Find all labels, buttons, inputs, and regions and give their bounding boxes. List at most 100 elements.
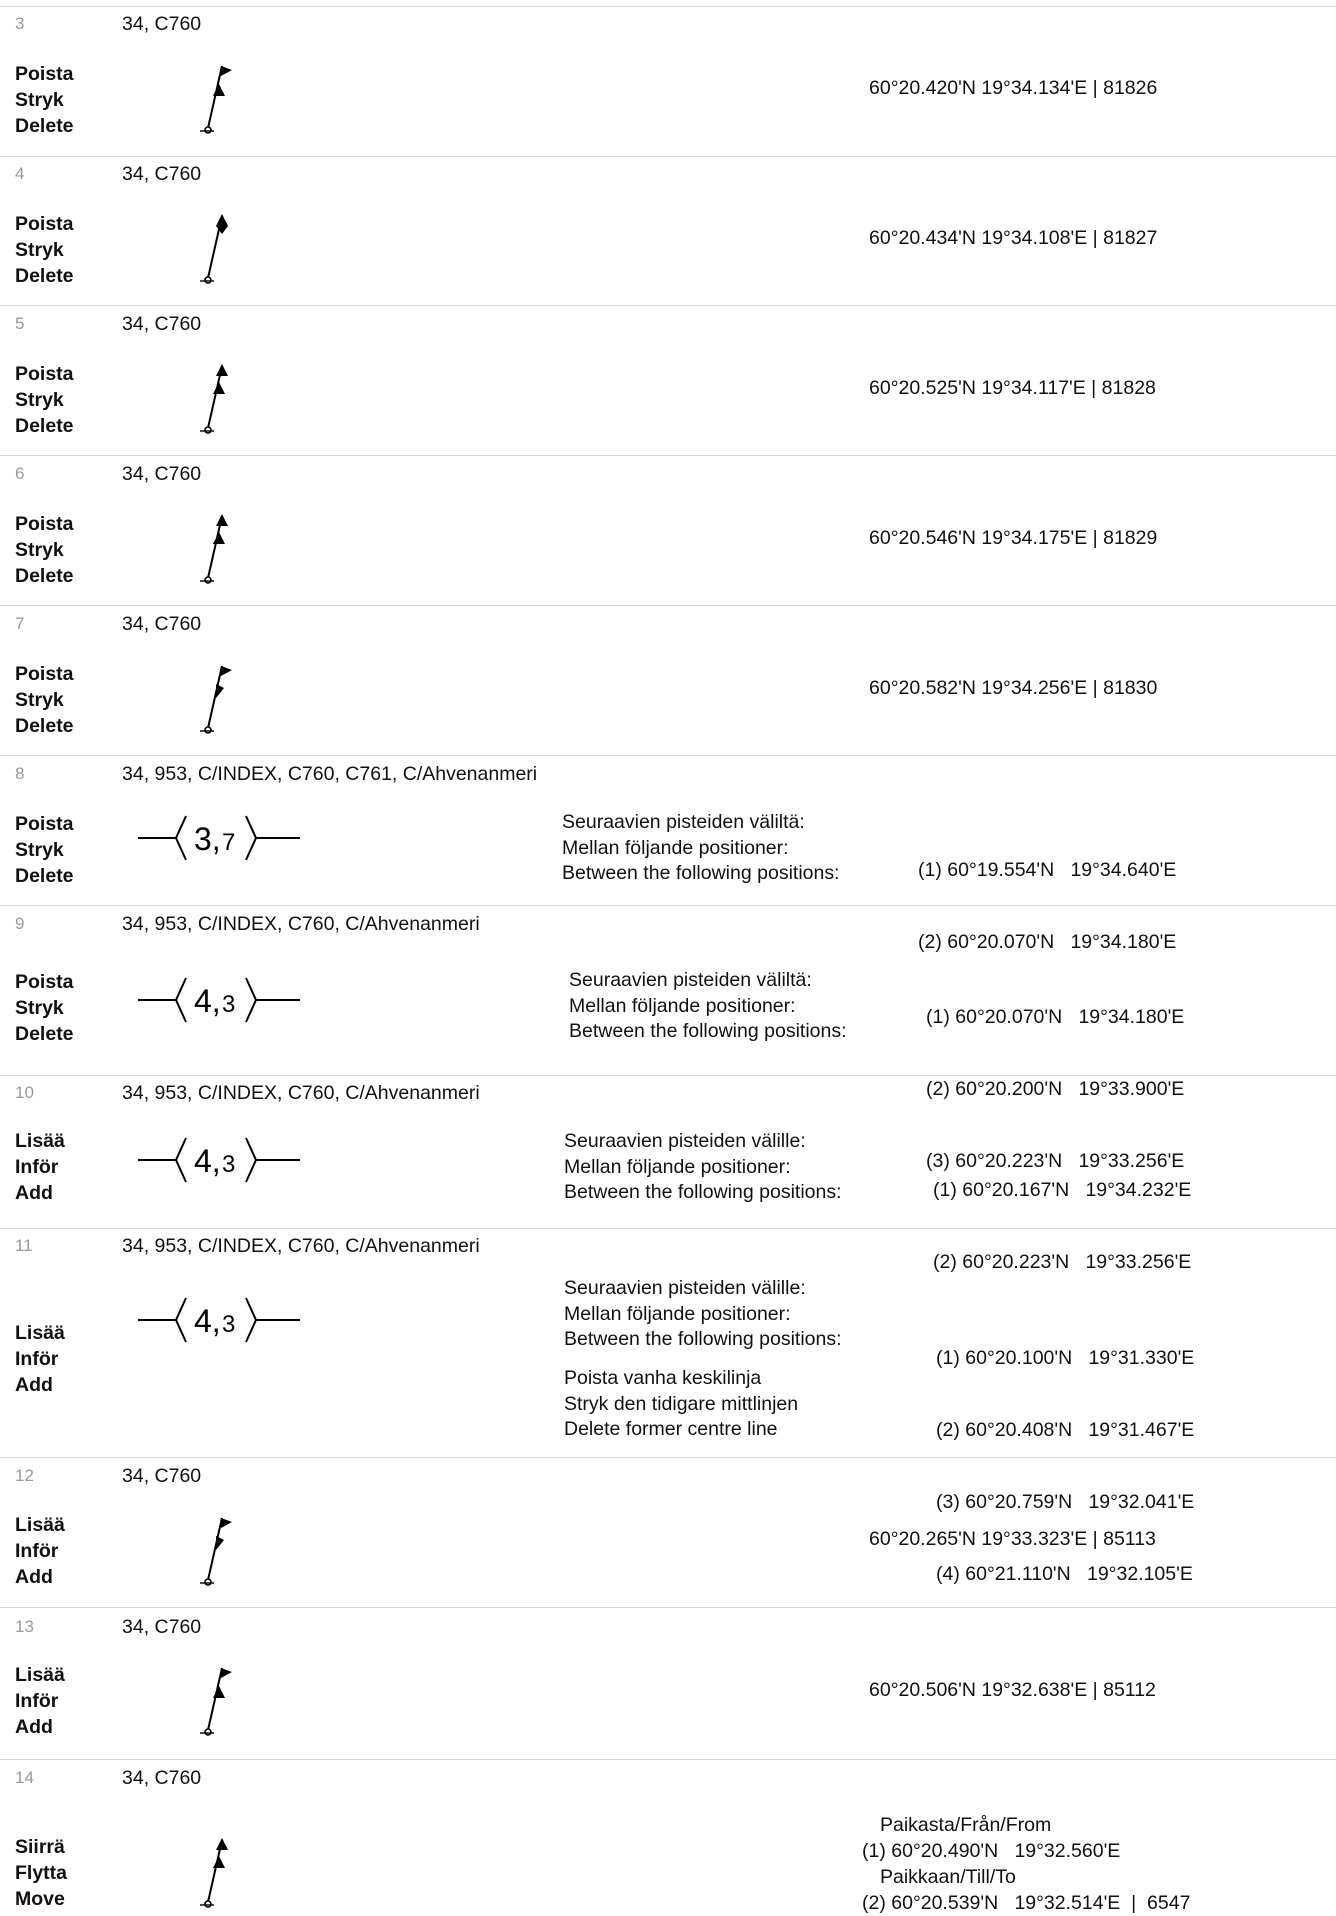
leading-beacon-symbol — [200, 1837, 229, 1908]
text-en: Between the following positions: — [569, 1020, 847, 1042]
row-divider — [0, 1075, 1336, 1076]
action-fi: Lisää — [15, 1664, 65, 1686]
depth-line-symbol: 3, 7 — [138, 815, 300, 861]
action-en: Add — [15, 1566, 53, 1588]
move-to-label: Paikkaan/Till/To — [880, 1866, 1016, 1888]
row-number: 12 — [15, 1466, 34, 1485]
text-en: Between the following positions: — [564, 1181, 842, 1203]
action-fi: Lisää — [15, 1514, 65, 1536]
action-label: Lisää Inför Add — [15, 1128, 65, 1206]
action-fi: Poista — [15, 971, 74, 993]
action-sv: Inför — [15, 1156, 59, 1178]
text-fi: Seuraavien pisteiden välille: — [564, 1277, 806, 1299]
row-divider — [0, 455, 1336, 456]
leading-beacon-symbol — [200, 363, 229, 434]
action-en: Add — [15, 1182, 53, 1204]
depth-line-symbol: 4, 3 — [138, 1137, 300, 1183]
chart-list: 34, C760 — [122, 1465, 202, 1487]
chart-list: 34, C760 — [122, 1767, 202, 1789]
action-en: Add — [15, 1716, 53, 1738]
action-fi: Poista — [15, 513, 74, 535]
points-list: (1) 60°20.070'N 19°34.180'E (2) 60°20.20… — [926, 957, 1184, 1197]
move-to-position: (2) 60°20.539'N 19°32.514'E | 6547 — [862, 1892, 1191, 1914]
action-label: Poista Stryk Delete — [15, 969, 74, 1047]
depth-label-decimal: 3 — [222, 1311, 235, 1338]
chart-list: 34, C760 — [122, 613, 202, 635]
row-divider — [0, 755, 1336, 756]
row-divider — [0, 1759, 1336, 1760]
depth-label-main: 4, — [194, 1143, 221, 1179]
action-sv: Stryk — [15, 839, 64, 861]
row-divider — [0, 605, 1336, 606]
text-fi: Seuraavien pisteiden väliltä: — [569, 969, 812, 991]
action-sv: Inför — [15, 1348, 59, 1370]
action-fi: Poista — [15, 213, 74, 235]
row-divider — [0, 305, 1336, 306]
move-details: Paikasta/Från/From (1) 60°20.490'N 19°32… — [862, 1812, 1190, 1916]
action-fi: Lisää — [15, 1130, 65, 1152]
action-label: Poista Stryk Delete — [15, 211, 74, 289]
action-en: Delete — [15, 1023, 74, 1045]
action-label: Lisää Inför Add — [15, 1320, 65, 1398]
action-label: Lisää Inför Add — [15, 1662, 65, 1740]
between-text: Seuraavien pisteiden väliltä: Mellan föl… — [569, 968, 847, 1045]
row-number: 7 — [15, 614, 25, 633]
position-text: 60°20.434'N 19°34.108'E | 81827 — [869, 227, 1158, 249]
leading-beacon-symbol — [200, 1667, 233, 1736]
point: (3) 60°20.759'N 19°32.041'E — [936, 1491, 1195, 1513]
action-label: Lisää Inför Add — [15, 1512, 65, 1590]
action-label: Siirrä Flytta Move — [15, 1834, 67, 1912]
leading-beacon-symbol — [200, 213, 229, 284]
text-sv: Mellan följande positioner: — [564, 1302, 791, 1325]
action-sv: Flytta — [15, 1862, 68, 1884]
chart-list: 34, 953, C/INDEX, C760, C/Ahvenanmeri — [122, 1082, 480, 1104]
position-text: 60°20.265'N 19°33.323'E | 85113 — [869, 1528, 1156, 1550]
row-number: 4 — [15, 164, 25, 183]
point: (4) 60°21.110'N 19°32.105'E — [936, 1563, 1193, 1585]
position-text: 60°20.582'N 19°34.256'E | 81830 — [869, 677, 1158, 699]
action-fi: Poista — [15, 663, 74, 685]
point: (3) 60°20.223'N 19°33.256'E — [926, 1150, 1185, 1172]
chart-list: 34, C760 — [122, 463, 202, 485]
row-number: 13 — [15, 1617, 34, 1636]
row-number: 14 — [15, 1768, 34, 1787]
position-text: 60°20.506'N 19°32.638'E | 85112 — [869, 1679, 1156, 1701]
action-sv: Inför — [15, 1540, 59, 1562]
row-divider — [0, 905, 1336, 906]
action-sv: Inför — [15, 1690, 59, 1712]
move-from-label: Paikasta/Från/From — [880, 1814, 1052, 1836]
action-en: Add — [15, 1374, 53, 1396]
row-number: 11 — [15, 1236, 33, 1255]
action-label: Poista Stryk Delete — [15, 361, 74, 439]
action-en: Delete — [15, 865, 74, 887]
action-en: Delete — [15, 415, 74, 437]
action-fi: Siirrä — [15, 1836, 65, 1858]
action-en: Delete — [15, 115, 74, 137]
depth-label-decimal: 3 — [222, 1151, 235, 1178]
action-label: Poista Stryk Delete — [15, 811, 74, 889]
depth-label-decimal: 3 — [222, 991, 235, 1018]
points-list: (1) 60°20.100'N 19°31.330'E (2) 60°20.40… — [936, 1298, 1194, 1610]
action-en: Move — [15, 1888, 65, 1910]
between-text: Seuraavien pisteiden välille: Mellan föl… — [564, 1129, 842, 1206]
point: (2) 60°20.223'N 19°33.256'E — [933, 1251, 1192, 1273]
row-number: 8 — [15, 764, 25, 783]
move-from-position: (1) 60°20.490'N 19°32.560'E — [862, 1840, 1121, 1862]
row-divider — [0, 1457, 1336, 1458]
text-sv: Mellan följande positioner: — [564, 1155, 791, 1178]
action-en: Delete — [15, 565, 74, 587]
text-sv: Mellan följande positioner: — [562, 836, 789, 859]
point: (1) 60°20.167'N 19°34.232'E — [933, 1179, 1192, 1201]
note-en: Delete former centre line — [564, 1418, 778, 1440]
points-list: (1) 60°19.554'N 19°34.640'E (2) 60°20.07… — [918, 810, 1176, 978]
row-number: 6 — [15, 464, 25, 483]
chart-list: 34, 953, C/INDEX, C760, C/Ahvenanmeri — [122, 913, 480, 935]
row-number: 5 — [15, 314, 25, 333]
between-text: Seuraavien pisteiden välille: Mellan föl… — [564, 1276, 842, 1353]
leading-beacon-symbol — [200, 65, 233, 134]
text-en: Between the following positions: — [562, 862, 840, 884]
point: (1) 60°20.100'N 19°31.330'E — [936, 1347, 1195, 1369]
note-fi: Poista vanha keskilinja — [564, 1367, 762, 1389]
chart-list: 34, C760 — [122, 313, 202, 335]
position-text: 60°20.546'N 19°34.175'E | 81829 — [869, 527, 1158, 549]
